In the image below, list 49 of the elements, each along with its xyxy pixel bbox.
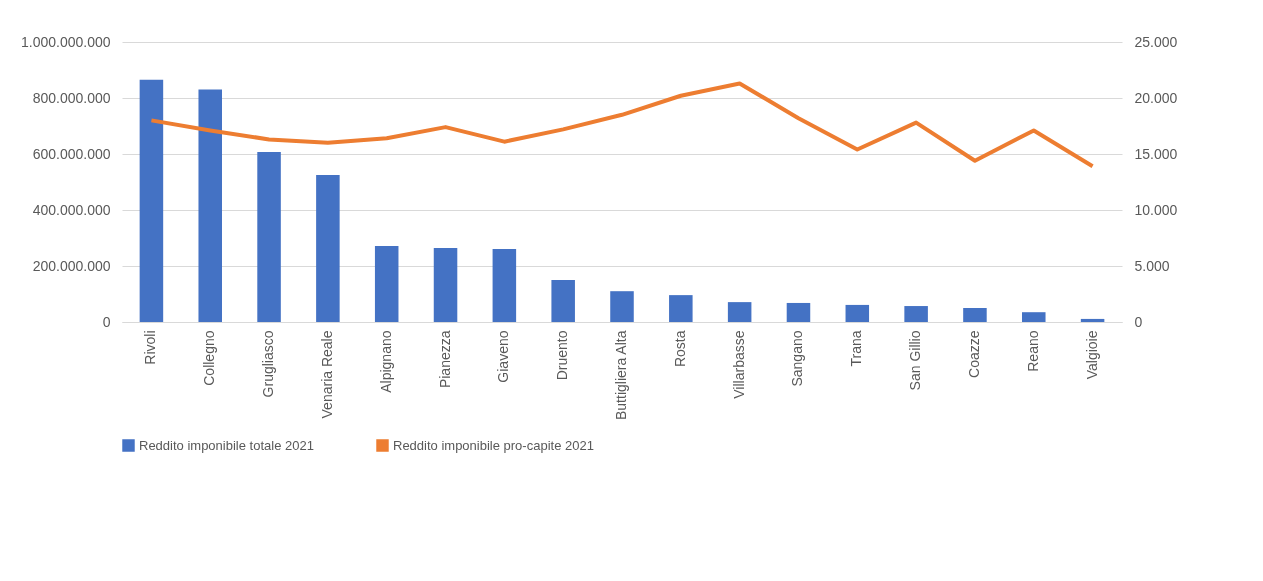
bar [492,248,517,322]
bar [669,295,693,322]
x-tick-label: San Gillio [907,330,924,391]
bar [845,304,870,322]
y-tick-label: 800.000.000 [32,89,111,106]
bar [257,152,281,322]
y2-tick-label: 10.000 [1134,201,1178,218]
y2-tick-label: 15.000 [1134,145,1178,162]
bar [433,248,458,322]
x-tick-label: Alpignano [377,330,394,393]
x-tick-label: Buttigliera Alta [613,330,629,420]
y-tick-label: 200.000.000 [32,257,111,274]
x-tick-label: Druento [554,330,571,381]
bar [1080,318,1105,322]
legend-label: Reddito imponibile totale 2021 [139,437,314,453]
x-tick-label: Venaria Reale [318,330,335,419]
x-tick-label: Giaveno [495,330,512,383]
bar [1022,312,1046,322]
y-tick-label: 1.000.000.000 [20,33,111,50]
bar [727,302,752,322]
x-tick-label: Rivoli [142,330,159,365]
bar [786,302,811,322]
x-tick-label: Collegno [201,330,218,386]
x-tick-label: Sangano [789,330,806,387]
bar [610,291,634,322]
bar [198,89,222,322]
y2-tick-label: 20.000 [1134,89,1178,106]
y2-tick-label: 5.000 [1134,257,1170,274]
y-tick-label: 400.000.000 [32,201,111,218]
legend-label: Reddito imponibile pro-capite 2021 [393,437,594,453]
y2-tick-label: 0 [1134,313,1143,330]
y-tick-label: 0 [102,313,111,330]
x-tick-label: Rosta [671,330,688,368]
y2-tick-label: 25.000 [1134,33,1178,50]
x-tick-label: Trana [848,330,865,367]
x-tick-label: Pianezza [436,330,453,389]
bar [139,79,164,322]
line-series [149,81,1095,169]
bar [374,246,399,322]
bar [316,175,340,322]
bar [551,280,575,322]
x-tick-label: Coazze [965,330,982,378]
x-tick-label: Grugliasco [260,330,277,398]
x-tick-label: Villarbasse [730,330,747,399]
y-tick-label: 600.000.000 [32,145,111,162]
bar [904,306,928,322]
x-tick-label: Reano [1024,330,1041,372]
bar [963,308,987,322]
x-tick-label: Valgioie [1083,330,1100,380]
